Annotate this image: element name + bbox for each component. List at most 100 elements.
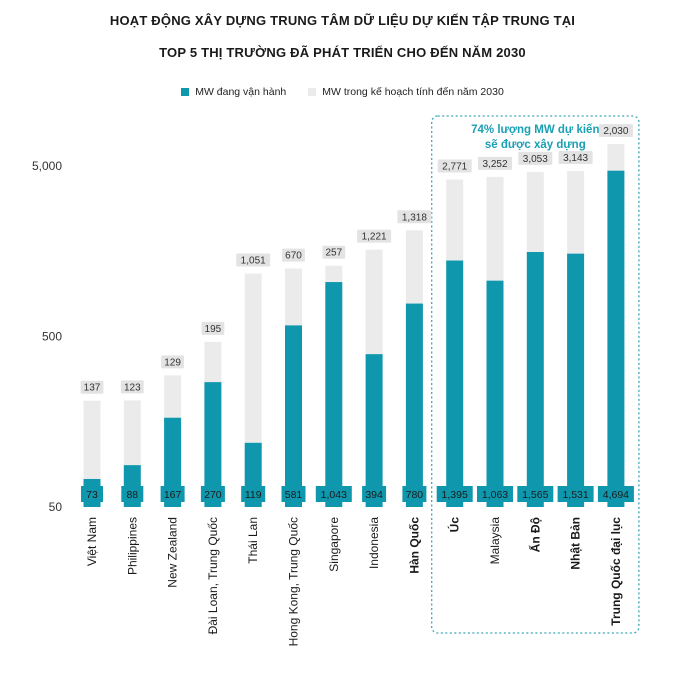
bar-planned [607,144,625,171]
operating-label-box [200,486,225,502]
planned-label-box [80,380,104,394]
legend-swatch-operating [181,88,190,96]
operating-label-box [315,486,352,502]
bar-operating [204,382,222,507]
bar-planned [244,273,262,443]
x-category-label: Thái Lan [246,517,260,564]
operating-label-box [517,486,554,502]
x-category-label: Indonesia [367,517,381,569]
operating-value-label: 1,043 [321,489,347,501]
bar-planned [285,268,302,326]
planned-label-box [558,150,593,164]
legend-swatch-planned [308,88,317,96]
bar-operating [164,417,182,507]
planned-value-label: 2,030 [603,126,628,137]
y-tick-label: 500 [42,330,62,344]
x-category-label: Hàn Quốc [407,517,421,574]
planned-label-box [282,248,305,262]
planned-value-label: 1,221 [362,232,387,243]
y-tick-label: 5,000 [32,159,62,173]
x-category-label: Úc [447,517,462,533]
planned-value-label: 1,051 [241,256,266,267]
bar-planned [526,171,544,253]
operating-value-label: 119 [245,489,262,501]
bar-planned [486,176,504,281]
operating-value-label: 394 [365,489,383,501]
operating-value-label: 1,063 [482,489,508,501]
bar-operating [446,260,464,507]
bar-operating [325,282,343,507]
planned-label-box [120,380,144,394]
planned-value-label: 137 [84,383,101,394]
bar-planned [123,400,141,466]
y-tick-label: 50 [49,500,63,514]
legend-item-planned: MW trong kế hoạch tính đến năm 2030 [308,86,504,98]
operating-label-box [81,486,103,502]
legend-item-operating: MW đang vận hành [181,86,286,98]
bar-operating [405,303,423,507]
operating-label-box [241,486,266,502]
x-category-label: Philippines [125,517,139,575]
operating-label-box [597,486,634,502]
operating-value-label: 1,565 [522,489,548,501]
planned-label-box [437,159,472,173]
x-category-label: Hong Kong, Trung Quốc [287,517,301,646]
operating-label-box [281,486,306,502]
planned-value-label: 123 [124,382,141,393]
x-category-label: Đài Loan, Trung Quốc [206,517,220,634]
operating-value-label: 581 [285,489,303,501]
bar-planned [204,341,222,383]
planned-label-box [518,151,553,165]
highlight-box [431,115,640,634]
operating-value-label: 167 [164,489,182,501]
planned-label-box [161,355,184,369]
operating-label-box [477,486,513,502]
planned-label-box [236,253,271,267]
x-category-label: Malaysia [488,517,502,565]
operating-value-label: 1,531 [562,489,588,501]
planned-value-label: 195 [205,324,222,335]
operating-value-label: 1,395 [442,489,468,501]
bar-planned [567,170,585,254]
bar-planned [164,375,182,418]
operating-value-label: 73 [86,489,98,501]
planned-value-label: 1,318 [402,212,427,223]
x-category-label: Việt Nam [85,517,99,566]
planned-value-label: 3,252 [482,159,507,170]
planned-label-box [478,156,512,170]
x-category-label: New Zealand [166,517,180,588]
operating-label-box [160,486,185,502]
bar-planned [83,400,101,479]
operating-value-label: 88 [126,489,138,501]
annotation-line1: 74% lượng MW dự kiến [471,124,599,136]
chart-title-line2: TOP 5 THỊ TRƯỜNG ĐÃ PHÁT TRIỂN CHO ĐẾN N… [159,45,526,60]
operating-label-box [121,486,144,502]
annotation-line2: sẽ được xây dựng [485,139,586,151]
legend-label-planned: MW trong kế hoạch tính đến năm 2030 [322,86,504,98]
planned-value-label: 3,143 [563,153,588,164]
planned-label-box [357,229,392,243]
operating-label-box [362,486,387,502]
planned-value-label: 2,771 [442,162,467,173]
operating-value-label: 780 [406,489,424,501]
x-category-label: Ấn Độ [527,517,542,552]
chart-title-line1: HOẠT ĐỘNG XÂY DỰNG TRUNG TÂM DỮ LIỆU DỰ … [109,13,576,28]
operating-value-label: 4,694 [603,489,629,501]
planned-label-box [201,321,225,335]
x-category-label: Singapore [327,517,341,572]
bar-operating [567,253,585,507]
bar-planned [365,249,383,355]
planned-label-box [397,210,432,224]
planned-label-box [322,245,346,259]
operating-label-box [557,486,594,502]
bar-planned [446,179,464,261]
legend-label-operating: MW đang vận hành [195,86,287,98]
operating-label-box [402,486,427,502]
bar-operating [365,354,383,507]
x-category-label: Nhật Bản [569,517,583,570]
x-category-label: Trung Quốc đại lục [609,517,623,626]
planned-value-label: 670 [285,251,302,262]
planned-value-label: 129 [164,357,181,368]
bar-planned [325,265,343,283]
